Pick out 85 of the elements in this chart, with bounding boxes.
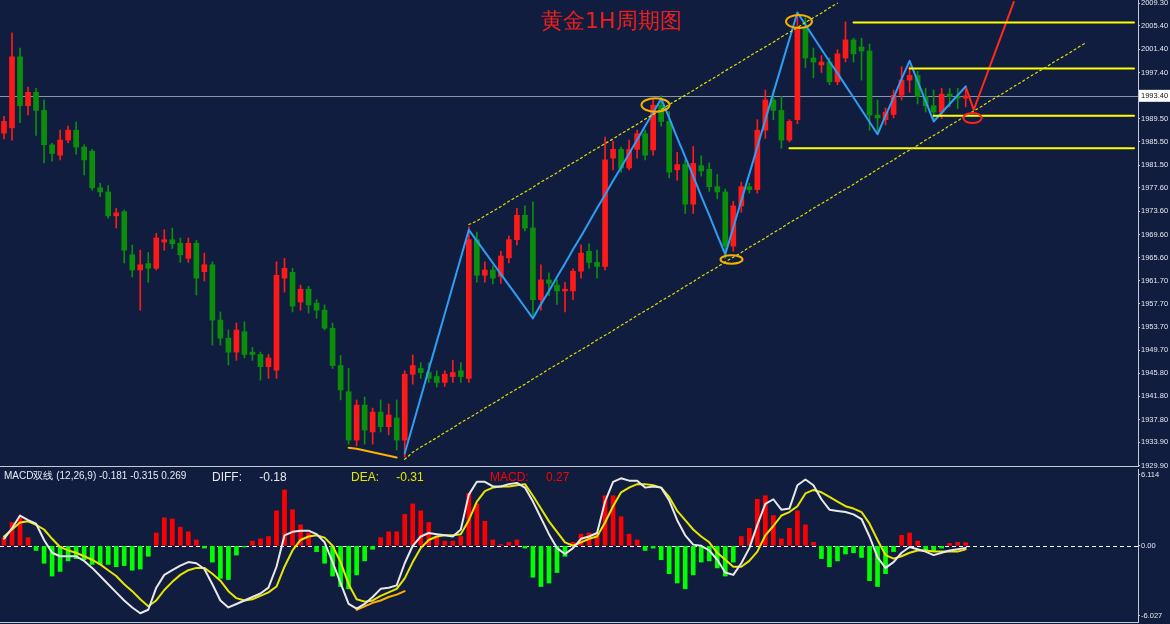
bar [129,545,135,571]
bar [835,545,840,562]
chart-title: 黄金1H周期图 [541,8,682,33]
line-series [468,2,839,226]
bar [137,545,143,570]
bar [851,545,856,554]
bar [859,545,864,558]
bar [915,540,920,546]
bar [891,545,896,552]
bar [394,531,400,546]
bar [795,510,800,546]
bar [642,545,648,551]
series-label: MACD: 0.27 [490,470,571,484]
bar [386,531,392,546]
bar [282,489,287,546]
candlestick [169,227,176,249]
bar [682,545,688,590]
bar [819,545,824,559]
candlestick [161,229,168,251]
bar [210,545,215,563]
bar [666,545,672,575]
bar [218,545,223,579]
line-series [404,42,1087,460]
bar [738,536,744,546]
bar [354,545,359,576]
candlestick [674,151,681,181]
candlestick [113,207,120,229]
bar [186,531,191,546]
bar [442,540,448,546]
candlestick [554,279,560,305]
candlestick [145,252,152,283]
bar [787,528,792,546]
bar [843,545,848,555]
bar [899,534,904,546]
bar [410,503,416,546]
bar [402,514,408,546]
chart-title: MACD双线 (12,26,9) -0.181 -0.315 0.269 [4,470,187,481]
bar [314,545,319,552]
bar [506,541,512,546]
bar [362,545,367,562]
bar [145,545,151,557]
text: DEA: -0.31 [351,470,425,484]
bar [674,545,680,584]
bar [226,545,231,580]
bar [963,542,969,546]
bar [698,545,704,563]
bar [450,540,456,546]
bar [121,545,127,566]
bar [274,510,279,546]
bar [867,545,872,582]
bar [33,545,39,551]
bar [97,545,103,565]
bar [161,517,167,546]
bar [177,526,183,546]
candlestick [698,155,705,177]
bar [266,536,271,546]
bar [194,539,199,546]
bar [169,518,175,546]
bar [105,545,111,565]
bar [811,541,816,546]
bar [803,524,808,546]
bar [250,540,255,546]
bar [827,545,832,568]
bar [418,510,424,546]
bar [234,545,239,556]
bar [458,536,464,546]
bar [290,509,295,546]
bar [113,545,119,568]
candlestick [594,249,600,279]
bar [322,545,327,564]
candlestick [137,249,144,311]
bar [955,541,961,546]
bar [370,545,375,550]
bar [258,538,263,546]
bar [153,532,159,546]
bar [690,545,696,576]
bar [907,532,912,546]
candlestick [449,359,456,383]
bar [378,537,383,546]
candlestick [714,174,721,200]
bar [25,537,31,546]
text: DIFF: -0.18 [212,470,288,484]
bar [947,543,952,546]
bar [730,545,736,563]
bar [779,538,784,546]
